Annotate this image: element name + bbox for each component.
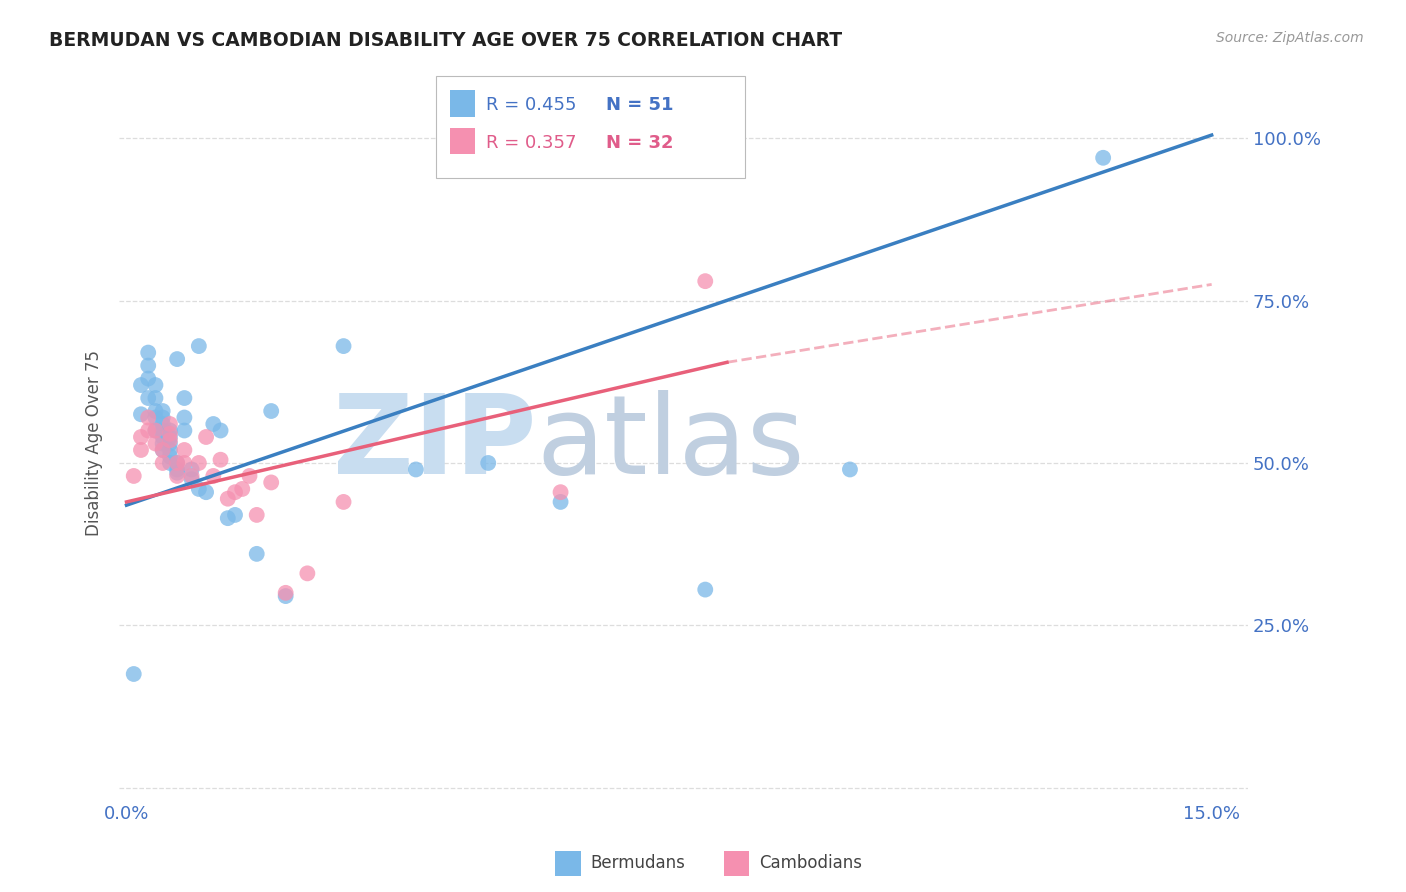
Point <box>159 417 181 431</box>
Point <box>332 495 354 509</box>
Point <box>166 352 188 367</box>
Point <box>159 426 181 441</box>
Point <box>332 339 354 353</box>
Point <box>166 469 188 483</box>
Point <box>173 424 195 438</box>
Point <box>152 436 174 450</box>
Point <box>695 582 717 597</box>
Point <box>152 430 174 444</box>
Point <box>159 442 181 457</box>
Text: N = 32: N = 32 <box>606 134 673 152</box>
Point <box>274 589 297 603</box>
Text: atlas: atlas <box>537 390 806 497</box>
Point <box>136 391 159 405</box>
Point <box>152 404 174 418</box>
Point <box>238 469 260 483</box>
Text: R = 0.455: R = 0.455 <box>486 96 576 114</box>
Point <box>173 456 195 470</box>
Point <box>180 462 202 476</box>
Point <box>202 469 225 483</box>
Point <box>166 466 188 480</box>
Point <box>152 456 174 470</box>
Point <box>246 547 269 561</box>
Point <box>145 404 167 418</box>
Text: BERMUDAN VS CAMBODIAN DISABILITY AGE OVER 75 CORRELATION CHART: BERMUDAN VS CAMBODIAN DISABILITY AGE OVE… <box>49 31 842 50</box>
Point <box>136 345 159 359</box>
Text: ZIP: ZIP <box>333 390 537 497</box>
Point <box>297 566 319 581</box>
Point <box>122 469 145 483</box>
Point <box>159 450 181 464</box>
Point <box>209 424 232 438</box>
Point <box>136 359 159 373</box>
Point <box>136 410 159 425</box>
Text: Bermudans: Bermudans <box>591 855 685 872</box>
Point <box>173 410 195 425</box>
Point <box>145 424 167 438</box>
Point <box>159 434 181 448</box>
Point <box>129 407 152 421</box>
Point <box>195 485 218 500</box>
Point <box>246 508 269 522</box>
Point <box>129 430 152 444</box>
Point <box>1092 151 1115 165</box>
Point <box>166 462 188 476</box>
Point <box>550 495 572 509</box>
Point <box>136 371 159 385</box>
Point <box>217 491 239 506</box>
Point <box>145 378 167 392</box>
Point <box>129 442 152 457</box>
Point <box>260 404 283 418</box>
Point <box>166 456 188 470</box>
Point <box>180 469 202 483</box>
Point <box>260 475 283 490</box>
Point <box>159 436 181 450</box>
Point <box>173 391 195 405</box>
Point <box>839 462 862 476</box>
Point <box>173 442 195 457</box>
Point <box>152 442 174 457</box>
Point <box>159 430 181 444</box>
Point <box>166 456 188 470</box>
Point <box>145 436 167 450</box>
Point <box>195 430 218 444</box>
Point <box>187 339 209 353</box>
Point <box>224 485 246 500</box>
Point <box>405 462 427 476</box>
Point <box>231 482 253 496</box>
Point <box>477 456 499 470</box>
Point <box>129 378 152 392</box>
Point <box>180 472 202 486</box>
Point <box>145 424 167 438</box>
Point <box>159 456 181 470</box>
Point <box>187 482 209 496</box>
Point <box>187 456 209 470</box>
Point <box>224 508 246 522</box>
Point <box>274 586 297 600</box>
Point <box>152 417 174 431</box>
Text: Source: ZipAtlas.com: Source: ZipAtlas.com <box>1216 31 1364 45</box>
Point <box>145 391 167 405</box>
Point <box>217 511 239 525</box>
Point <box>136 424 159 438</box>
Text: N = 51: N = 51 <box>606 96 673 114</box>
Text: R = 0.357: R = 0.357 <box>486 134 576 152</box>
Point <box>152 424 174 438</box>
Point <box>159 424 181 438</box>
Text: Cambodians: Cambodians <box>759 855 862 872</box>
Point <box>550 485 572 500</box>
Point <box>209 452 232 467</box>
Point <box>695 274 717 288</box>
Y-axis label: Disability Age Over 75: Disability Age Over 75 <box>86 351 103 536</box>
Point <box>145 410 167 425</box>
Point <box>202 417 225 431</box>
Point <box>122 667 145 681</box>
Point <box>152 442 174 457</box>
Point <box>152 410 174 425</box>
